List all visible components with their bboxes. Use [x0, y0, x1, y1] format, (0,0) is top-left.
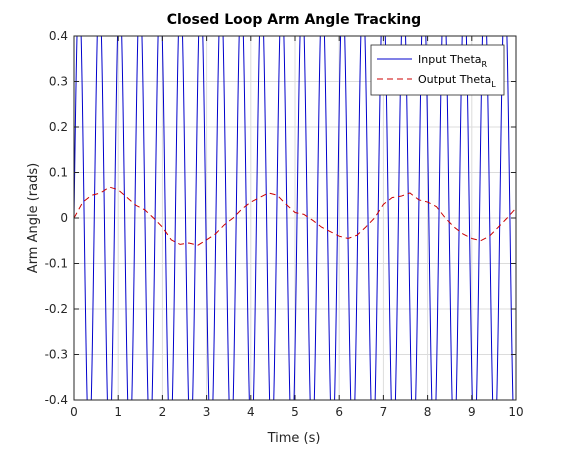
- x-tick-label: 5: [291, 405, 299, 419]
- x-tick-label: 7: [380, 405, 388, 419]
- legend: Input ThetaR Output ThetaL: [370, 44, 505, 96]
- legend-label-input-sub: R: [482, 60, 488, 69]
- series-line-input-theta-r: [74, 36, 514, 400]
- x-tick-label: 10: [508, 405, 523, 419]
- x-tick-label: 3: [203, 405, 211, 419]
- legend-label-output-main: Output Theta: [418, 73, 491, 86]
- y-tick-label: 0: [60, 211, 68, 225]
- series-line-output-theta-l: [74, 186, 516, 246]
- legend-label-output-sub: L: [491, 80, 496, 89]
- legend-box: [370, 44, 505, 96]
- y-tick-label: 0.1: [49, 166, 68, 180]
- series-layer: [74, 36, 516, 400]
- x-tick-label: 1: [114, 405, 122, 419]
- x-tick-label: 2: [159, 405, 167, 419]
- x-tick-label: 8: [424, 405, 432, 419]
- legend-label-input: Input ThetaR: [418, 53, 488, 69]
- x-tick-label: 9: [468, 405, 476, 419]
- tick-layer: 0 1 2 3 4 5 6 7 8 9 10 0.4 0.3 0.2 0.1 0 -0.1 -0.2 -0.3 -0.…: [45, 29, 524, 419]
- x-tick-label: 6: [335, 405, 343, 419]
- legend-label-output: Output ThetaL: [418, 73, 496, 89]
- x-tick-label: 4: [247, 405, 255, 419]
- y-axis-label: Arm Angle (rads): [26, 163, 41, 273]
- x-axis-label: Time (s): [267, 431, 321, 446]
- y-tick-label: -0.4: [45, 393, 68, 407]
- y-tick-label: 0.4: [49, 29, 68, 43]
- y-tick-label: 0.3: [49, 75, 68, 89]
- y-tick-label: -0.2: [45, 302, 68, 316]
- x-tick-label: 0: [70, 405, 78, 419]
- y-tick-label: 0.2: [49, 120, 68, 134]
- chart-title: Closed Loop Arm Angle Tracking: [167, 12, 421, 28]
- y-tick-label: -0.1: [45, 257, 68, 271]
- legend-label-input-main: Input Theta: [418, 53, 482, 66]
- y-tick-label: -0.3: [45, 348, 68, 362]
